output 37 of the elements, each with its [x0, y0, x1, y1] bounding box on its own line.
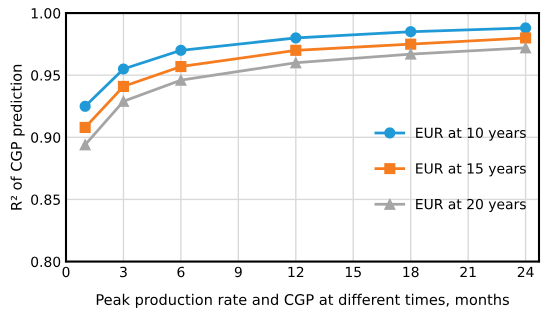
point	[290, 44, 302, 56]
point	[118, 63, 130, 75]
point	[80, 139, 91, 150]
point	[405, 38, 416, 50]
y-axis-title: R² of CGP prediction	[10, 64, 25, 210]
legend-label: EUR at 15 years	[416, 163, 526, 176]
y-tick-label: 0.90	[31, 132, 60, 143]
point	[118, 80, 130, 92]
x-tick-label: 18	[403, 266, 419, 278]
point	[175, 74, 186, 86]
x-tick-label: 6	[177, 266, 184, 278]
point	[520, 32, 532, 44]
point	[80, 100, 91, 112]
x-tick-label: 21	[460, 266, 476, 278]
y-tick-label: 0.80	[31, 256, 60, 268]
y-tick-label: 0.95	[31, 70, 60, 81]
x-tick-label: 9	[234, 266, 242, 278]
x-tick-label: 24	[518, 266, 534, 278]
point	[520, 42, 532, 54]
point	[175, 60, 186, 72]
legend-label: EUR at 10 years	[416, 128, 526, 141]
point	[118, 96, 130, 107]
y-tick-label: 1.00	[32, 8, 60, 19]
x-tick-label: 15	[346, 266, 361, 278]
point	[80, 122, 91, 133]
x-axis-title: Peak production rate and CGP at different times, months	[96, 294, 509, 308]
point	[520, 22, 532, 34]
point	[175, 44, 186, 56]
point	[290, 32, 302, 44]
point	[290, 57, 302, 68]
x-tick-label: 12	[288, 266, 304, 278]
x-tick-label: 3	[120, 266, 127, 278]
x-tick-label: 0	[62, 266, 70, 278]
point	[405, 48, 416, 60]
legend-label: EUR at 20 years	[416, 198, 526, 212]
y-tick-label: 0.85	[31, 194, 60, 205]
point	[405, 26, 416, 38]
